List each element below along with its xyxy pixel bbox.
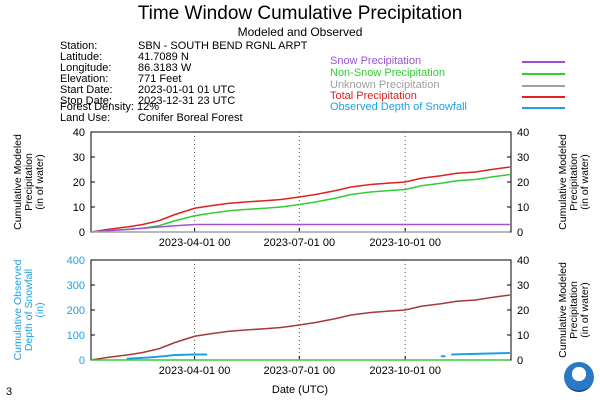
y-axis-label-line: Cumulative Modeled [557, 134, 569, 230]
y-axis-label-line: (in of water) [34, 154, 46, 209]
y-axis-label-right: Cumulative Modeled Precipitation (in of wa… [557, 262, 591, 358]
x-tick-label: 2023-07-01 00 [264, 237, 336, 249]
y-tick-label-right: 20 [517, 177, 529, 189]
start-date-value: 2023-01-01 01 UTC [138, 84, 236, 96]
y-axis-label-line: Cumulative Modeled [12, 134, 24, 230]
y-axis-label-line: Depth of Snowfall [23, 269, 35, 351]
y-axis-label-right: Cumulative Modeled Precipitation (in of wa… [557, 134, 591, 230]
chart-title: Time Window Cumulative Precipitation [137, 3, 463, 24]
y-axis-label-line: Precipitation [568, 281, 580, 339]
latitude-value: 41.7089 N [138, 51, 189, 63]
y-tick-label-left: 400 [67, 255, 85, 267]
x-tick-label: 2023-10-01 00 [369, 365, 441, 377]
y-axis-label-line: Precipitation [23, 153, 35, 211]
y-tick-label-left: 100 [67, 330, 85, 342]
y-tick-label-right: 10 [517, 202, 529, 214]
legend-swatch-total [522, 96, 565, 98]
land-use-value: Conifer Boreal Forest [138, 112, 243, 124]
station-value: SBN - SOUTH BEND RGNL ARPT [138, 40, 308, 52]
y-tick-label-left: 0 [79, 355, 85, 367]
y-tick-label-left: 30 [73, 152, 85, 164]
land-use-key: Land Use: [60, 112, 111, 124]
y-tick-label-left: 0 [79, 227, 85, 239]
y-tick-label-right: 20 [517, 305, 529, 317]
plot-frame-2 [90, 259, 512, 361]
x-axis-label: Date (UTC) [271, 384, 329, 396]
legend-swatch-non-snow [522, 73, 565, 75]
latitude-key: Latitude: [60, 51, 103, 63]
stop-date-key: Stop Date: [60, 95, 112, 107]
legend-swatch-unknown [522, 85, 565, 87]
y-axis-label-line: (in) [34, 302, 46, 317]
noaa-logo [564, 362, 594, 392]
forest-density-row: Forest Density: 12% [60, 101, 160, 113]
legend-label-non-snow: Non-Snow Precipitation [330, 67, 445, 79]
y-tick-label-right: 10 [517, 330, 529, 342]
y-tick-label-left: 40 [73, 127, 85, 139]
y-tick-label-right: 0 [517, 227, 523, 239]
legend-label-snow: Snow Precipitation [330, 55, 422, 67]
x-tick-label: 2023-04-01 00 [159, 237, 231, 249]
series-snow-precipitation [90, 223, 510, 233]
x-tick-label: 2023-07-01 00 [264, 365, 336, 377]
y-axis-label-line: Cumulative Observed [12, 259, 24, 360]
y-tick-label-left: 200 [67, 305, 85, 317]
longitude-value: 86.3183 W [138, 62, 192, 74]
legend-swatch-snow [522, 61, 565, 63]
legend-label-total: Total Precipitation [330, 90, 417, 102]
x-tick-label: 2023-04-01 00 [159, 365, 231, 377]
longitude-key: Longitude: [60, 62, 112, 74]
series-observed-depth-of-snowfall [126, 353, 208, 360]
series-total-precipitation [90, 294, 510, 361]
y-tick-label-left: 20 [73, 177, 85, 189]
legend-label-observed-snowfall: Observed Depth of Snowfall [330, 101, 467, 113]
y-tick-label-right: 30 [517, 152, 529, 164]
start-date-key: Start Date: [60, 84, 113, 96]
series-total-precipitation [90, 166, 510, 233]
elevation-value: 771 Feet [138, 73, 182, 85]
y-tick-label-right: 0 [517, 355, 523, 367]
y-axis-label-left: Cumulative Modeled Precipitation (in of wa… [12, 134, 46, 230]
elevation-key: Elevation: [60, 73, 109, 85]
page-number: 3 [6, 386, 13, 398]
y-axis-label-line: Precipitation [568, 153, 580, 211]
y-tick-label-right: 40 [517, 127, 529, 139]
series-non-snow-precipitation [90, 173, 510, 233]
y-axis-label-left: Cumulative Observed Depth of Snowfall (in) [12, 259, 46, 360]
stop-date-value: 2023-12-31 23 UTC [138, 95, 236, 107]
y-tick-label-right: 40 [517, 255, 529, 267]
x-tick-label: 2023-10-01 00 [369, 237, 441, 249]
chart-subtitle: Modeled and Observed [237, 25, 363, 39]
y-axis-label-line: (in of water) [579, 282, 591, 337]
y-tick-label-right: 30 [517, 280, 529, 292]
legend-label-unknown: Unknown Precipitation [330, 79, 440, 91]
legend-swatch-observed-snowfall [522, 107, 565, 109]
y-tick-label-left: 10 [73, 202, 85, 214]
station-key: Station: [60, 40, 98, 52]
y-axis-label-line: (in of water) [579, 154, 591, 209]
series-observed-depth-of-snowfall [451, 352, 510, 356]
y-axis-label-line: Cumulative Modeled [557, 262, 569, 358]
y-tick-label-left: 300 [67, 280, 85, 292]
